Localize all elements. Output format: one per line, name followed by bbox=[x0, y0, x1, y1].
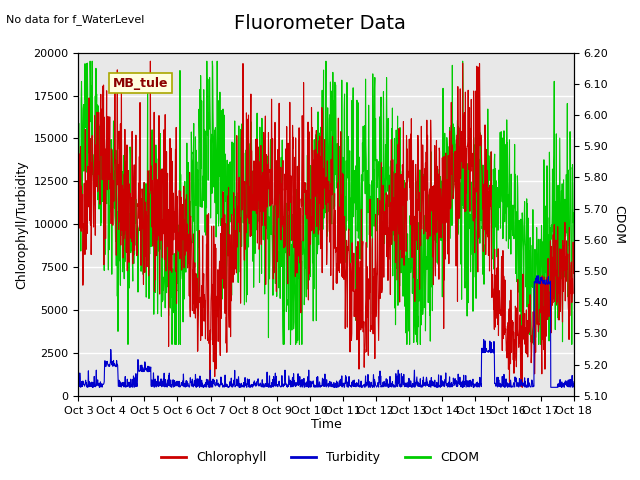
Text: Fluorometer Data: Fluorometer Data bbox=[234, 14, 406, 34]
Text: MB_tule: MB_tule bbox=[113, 77, 168, 90]
Text: No data for f_WaterLevel: No data for f_WaterLevel bbox=[6, 14, 145, 25]
Y-axis label: CDOM: CDOM bbox=[612, 205, 625, 244]
X-axis label: Time: Time bbox=[311, 419, 342, 432]
Legend: Chlorophyll, Turbidity, CDOM: Chlorophyll, Turbidity, CDOM bbox=[156, 446, 484, 469]
Y-axis label: Chlorophyll/Turbidity: Chlorophyll/Turbidity bbox=[15, 160, 28, 288]
